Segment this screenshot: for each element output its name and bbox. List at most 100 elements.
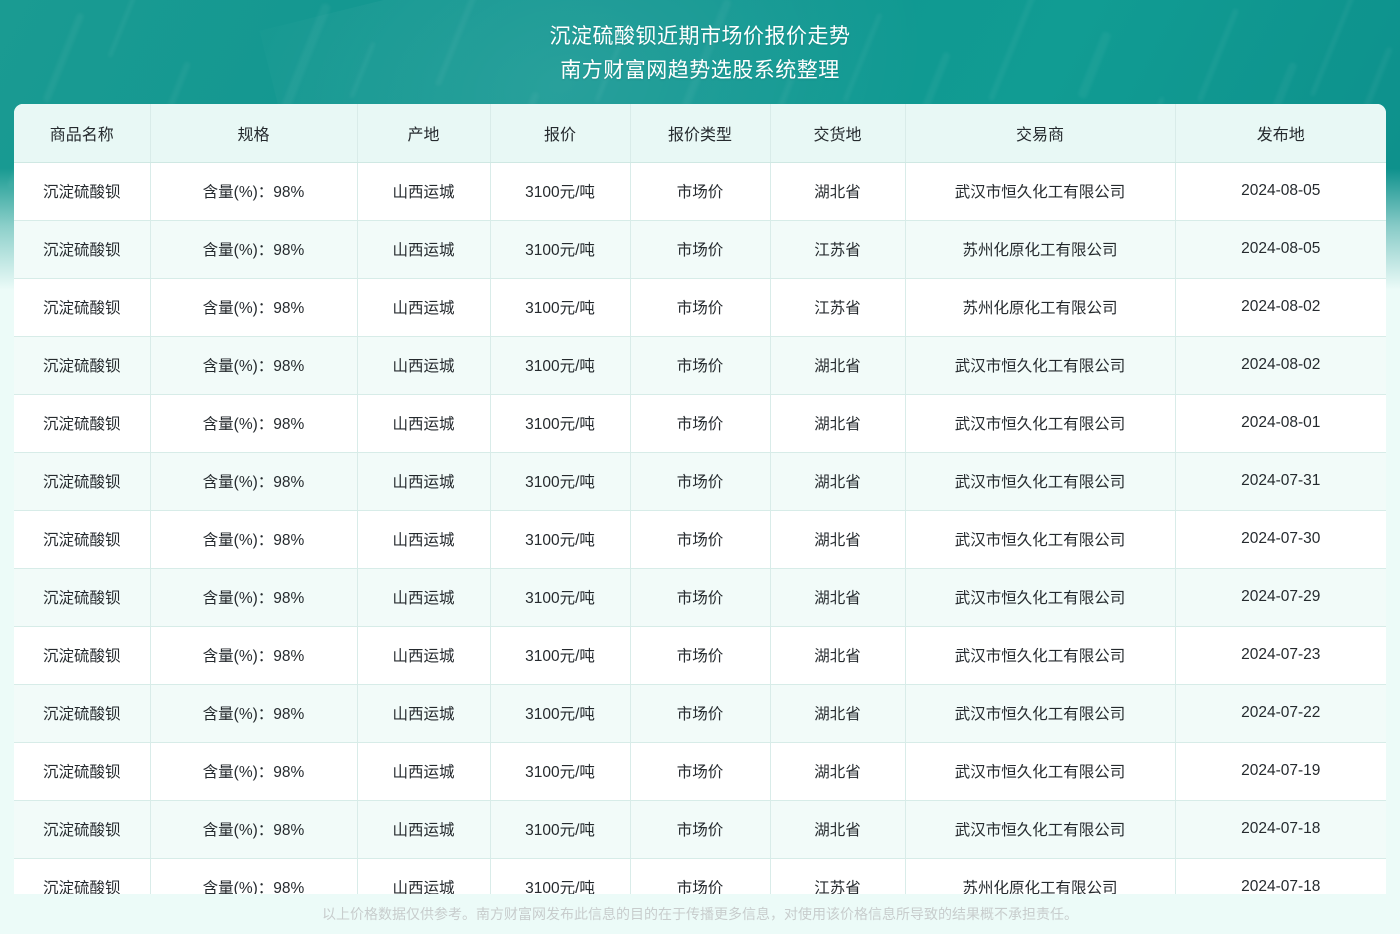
- cell-specification: 含量(%)：98%: [150, 336, 358, 395]
- cell-origin: 山西运城: [357, 220, 491, 279]
- header-titles: 沉淀硫酸钡近期市场价报价走势 南方财富网趋势选股系统整理: [0, 20, 1400, 88]
- cell-publish-place: 2024-07-29: [1175, 568, 1386, 627]
- cell-trader: 武汉市恒久化工有限公司: [905, 336, 1176, 395]
- table-row: 沉淀硫酸钡 含量(%)：98% 山西运城 3100元/吨 市场价 湖北省 武汉市恒久化工有限…: [14, 684, 1386, 743]
- cell-publish-place: 2024-08-05: [1175, 162, 1386, 221]
- cell-delivery-place: 湖北省: [770, 452, 906, 511]
- cell-delivery-place: 湖北省: [770, 684, 906, 743]
- cell-product-name: 沉淀硫酸钡: [14, 336, 151, 395]
- cell-price-type: 市场价: [630, 452, 771, 511]
- cell-product-name: 沉淀硫酸钡: [14, 684, 151, 743]
- cell-delivery-place: 湖北省: [770, 742, 906, 801]
- cell-origin: 山西运城: [357, 452, 491, 511]
- cell-price-type: 市场价: [630, 220, 771, 279]
- price-table: 商品名称 规格 产地 报价 报价类型 交货地 交易商 发布地 沉淀硫酸钡 含量(%…: [14, 104, 1386, 917]
- cell-delivery-place: 江苏省: [770, 220, 906, 279]
- cell-trader: 武汉市恒久化工有限公司: [905, 684, 1176, 743]
- cell-product-name: 沉淀硫酸钡: [14, 452, 151, 511]
- cell-specification: 含量(%)：98%: [150, 394, 358, 453]
- table-header-row: 商品名称 规格 产地 报价 报价类型 交货地 交易商 发布地: [14, 104, 1386, 163]
- disclaimer-text: 以上价格数据仅供参考。南方财富网发布此信息的目的在于传播更多信息，对使用该价格信…: [322, 906, 1078, 922]
- table-row: 沉淀硫酸钡 含量(%)：98% 山西运城 3100元/吨 市场价 湖北省 武汉市恒久化工有限…: [14, 742, 1386, 801]
- cell-price: 3100元/吨: [490, 626, 631, 685]
- cell-price-type: 市场价: [630, 626, 771, 685]
- price-table-card: 商品名称 规格 产地 报价 报价类型 交货地 交易商 发布地 沉淀硫酸钡 含量(%…: [14, 104, 1386, 917]
- cell-price: 3100元/吨: [490, 278, 631, 337]
- cell-trader: 武汉市恒久化工有限公司: [905, 394, 1176, 453]
- cell-trader: 苏州化原化工有限公司: [905, 278, 1176, 337]
- cell-delivery-place: 湖北省: [770, 162, 906, 221]
- cell-delivery-place: 湖北省: [770, 510, 906, 569]
- cell-price-type: 市场价: [630, 278, 771, 337]
- cell-delivery-place: 江苏省: [770, 278, 906, 337]
- cell-price: 3100元/吨: [490, 452, 631, 511]
- cell-origin: 山西运城: [357, 568, 491, 627]
- cell-product-name: 沉淀硫酸钡: [14, 742, 151, 801]
- cell-price-type: 市场价: [630, 800, 771, 859]
- page-title: 沉淀硫酸钡近期市场价报价走势: [549, 25, 851, 48]
- cell-product-name: 沉淀硫酸钡: [14, 568, 151, 627]
- cell-price-type: 市场价: [630, 568, 771, 627]
- cell-delivery-place: 湖北省: [770, 800, 906, 859]
- column-header-price-type: 报价类型: [630, 104, 771, 163]
- cell-price: 3100元/吨: [490, 162, 631, 221]
- footer-disclaimer-bar: 以上价格数据仅供参考。南方财富网发布此信息的目的在于传播更多信息，对使用该价格信…: [0, 894, 1400, 934]
- cell-origin: 山西运城: [357, 800, 491, 859]
- cell-price: 3100元/吨: [490, 394, 631, 453]
- cell-product-name: 沉淀硫酸钡: [14, 278, 151, 337]
- column-header-specification: 规格: [150, 104, 358, 163]
- cell-origin: 山西运城: [357, 510, 491, 569]
- cell-trader: 武汉市恒久化工有限公司: [905, 626, 1176, 685]
- column-header-delivery-place: 交货地: [770, 104, 906, 163]
- cell-delivery-place: 湖北省: [770, 626, 906, 685]
- table-row: 沉淀硫酸钡 含量(%)：98% 山西运城 3100元/吨 市场价 江苏省 苏州化原化工有限公…: [14, 278, 1386, 337]
- cell-price-type: 市场价: [630, 510, 771, 569]
- column-header-origin: 产地: [357, 104, 491, 163]
- cell-origin: 山西运城: [357, 626, 491, 685]
- table-row: 沉淀硫酸钡 含量(%)：98% 山西运城 3100元/吨 市场价 江苏省 苏州化原化工有限公…: [14, 220, 1386, 279]
- cell-specification: 含量(%)：98%: [150, 626, 358, 685]
- cell-delivery-place: 湖北省: [770, 568, 906, 627]
- cell-specification: 含量(%)：98%: [150, 452, 358, 511]
- column-header-price: 报价: [490, 104, 631, 163]
- cell-product-name: 沉淀硫酸钡: [14, 220, 151, 279]
- table-row: 沉淀硫酸钡 含量(%)：98% 山西运城 3100元/吨 市场价 湖北省 武汉市恒久化工有限…: [14, 394, 1386, 453]
- cell-trader: 武汉市恒久化工有限公司: [905, 800, 1176, 859]
- cell-price: 3100元/吨: [490, 336, 631, 395]
- cell-price-type: 市场价: [630, 742, 771, 801]
- cell-trader: 武汉市恒久化工有限公司: [905, 568, 1176, 627]
- cell-specification: 含量(%)：98%: [150, 510, 358, 569]
- cell-publish-place: 2024-07-30: [1175, 510, 1386, 569]
- cell-product-name: 沉淀硫酸钡: [14, 800, 151, 859]
- cell-specification: 含量(%)：98%: [150, 684, 358, 743]
- cell-price: 3100元/吨: [490, 220, 631, 279]
- table-header: 商品名称 规格 产地 报价 报价类型 交货地 交易商 发布地: [14, 104, 1386, 163]
- cell-price: 3100元/吨: [490, 684, 631, 743]
- cell-price: 3100元/吨: [490, 800, 631, 859]
- column-header-product-name: 商品名称: [14, 104, 151, 163]
- cell-delivery-place: 湖北省: [770, 336, 906, 395]
- cell-origin: 山西运城: [357, 742, 491, 801]
- cell-price-type: 市场价: [630, 684, 771, 743]
- cell-price: 3100元/吨: [490, 510, 631, 569]
- table-row: 沉淀硫酸钡 含量(%)：98% 山西运城 3100元/吨 市场价 湖北省 武汉市恒久化工有限…: [14, 162, 1386, 221]
- cell-origin: 山西运城: [357, 278, 491, 337]
- cell-price: 3100元/吨: [490, 742, 631, 801]
- cell-specification: 含量(%)：98%: [150, 162, 358, 221]
- cell-price-type: 市场价: [630, 162, 771, 221]
- table-row: 沉淀硫酸钡 含量(%)：98% 山西运城 3100元/吨 市场价 湖北省 武汉市恒久化工有限…: [14, 568, 1386, 627]
- table-row: 沉淀硫酸钡 含量(%)：98% 山西运城 3100元/吨 市场价 湖北省 武汉市恒久化工有限…: [14, 626, 1386, 685]
- table-row: 沉淀硫酸钡 含量(%)：98% 山西运城 3100元/吨 市场价 湖北省 武汉市恒久化工有限…: [14, 510, 1386, 569]
- cell-publish-place: 2024-08-02: [1175, 278, 1386, 337]
- cell-product-name: 沉淀硫酸钡: [14, 162, 151, 221]
- cell-trader: 苏州化原化工有限公司: [905, 220, 1176, 279]
- cell-origin: 山西运城: [357, 336, 491, 395]
- cell-origin: 山西运城: [357, 684, 491, 743]
- cell-origin: 山西运城: [357, 162, 491, 221]
- cell-publish-place: 2024-07-19: [1175, 742, 1386, 801]
- cell-product-name: 沉淀硫酸钡: [14, 626, 151, 685]
- cell-delivery-place: 湖北省: [770, 394, 906, 453]
- cell-origin: 山西运城: [357, 394, 491, 453]
- cell-price-type: 市场价: [630, 336, 771, 395]
- cell-trader: 武汉市恒久化工有限公司: [905, 510, 1176, 569]
